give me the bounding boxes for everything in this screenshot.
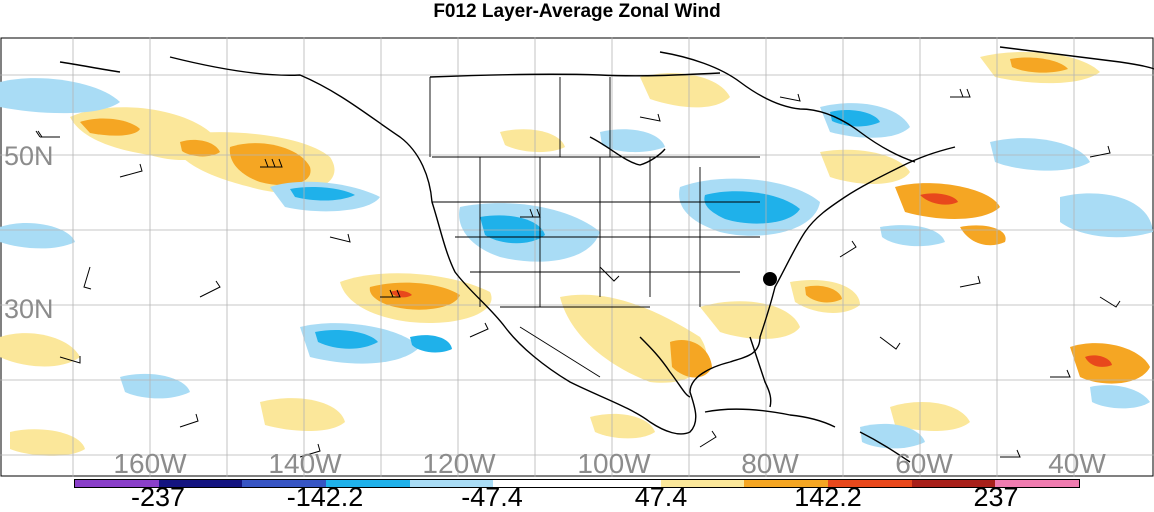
colorbar-swatch (660, 480, 745, 487)
lon-label-140w: 140W (268, 448, 342, 477)
colorbar-label: -142.2 (286, 482, 364, 512)
colorbar-label: 142.2 (794, 482, 862, 512)
map-title: F012 Layer-Average Zonal Wind (433, 1, 721, 22)
colorbar-swatch (493, 480, 578, 487)
lon-label-80w: 80W (741, 448, 799, 477)
colorbar-swatch (158, 480, 243, 487)
map-background (0, 37, 1154, 477)
colorbar-label: -237 (130, 482, 186, 512)
coastlines (59, 46, 1154, 463)
colorbar-swatch (744, 480, 829, 487)
colorbar-swatch (577, 480, 661, 487)
station-marker (763, 272, 777, 286)
lat-label-50n: 50N (4, 141, 54, 171)
colorbar-swatch (75, 480, 159, 487)
wind-map: 50N 30N 160W 140W 120W 100W 80W 60W 40W (0, 37, 1154, 477)
colorbar-labels: -237 -142.2 -47.4 47.4 142.2 237 (0, 484, 1154, 511)
wind-barbs (35, 88, 1121, 458)
lon-label-100w: 100W (577, 448, 651, 477)
lat-label-30n: 30N (4, 294, 54, 324)
colorbar-swatch (409, 480, 494, 487)
lat-lon-grid (0, 37, 1154, 477)
colorbar-swatch (326, 480, 410, 487)
colorbar-swatch (828, 480, 912, 487)
positive-wind-shading (0, 52, 1150, 456)
colorbar (74, 479, 1080, 488)
lon-label-120w: 120W (422, 448, 496, 477)
colorbar-label: -47.4 (461, 482, 523, 512)
colorbar-swatch (995, 480, 1080, 487)
lon-label-160w: 160W (113, 448, 187, 477)
colorbar-label: 237 (973, 482, 1019, 512)
colorbar-swatch (911, 480, 996, 487)
colorbar-label: 47.4 (634, 482, 688, 512)
lon-label-40w: 40W (1048, 448, 1106, 477)
colorbar-swatch (242, 480, 327, 487)
lon-label-60w: 60W (895, 448, 953, 477)
